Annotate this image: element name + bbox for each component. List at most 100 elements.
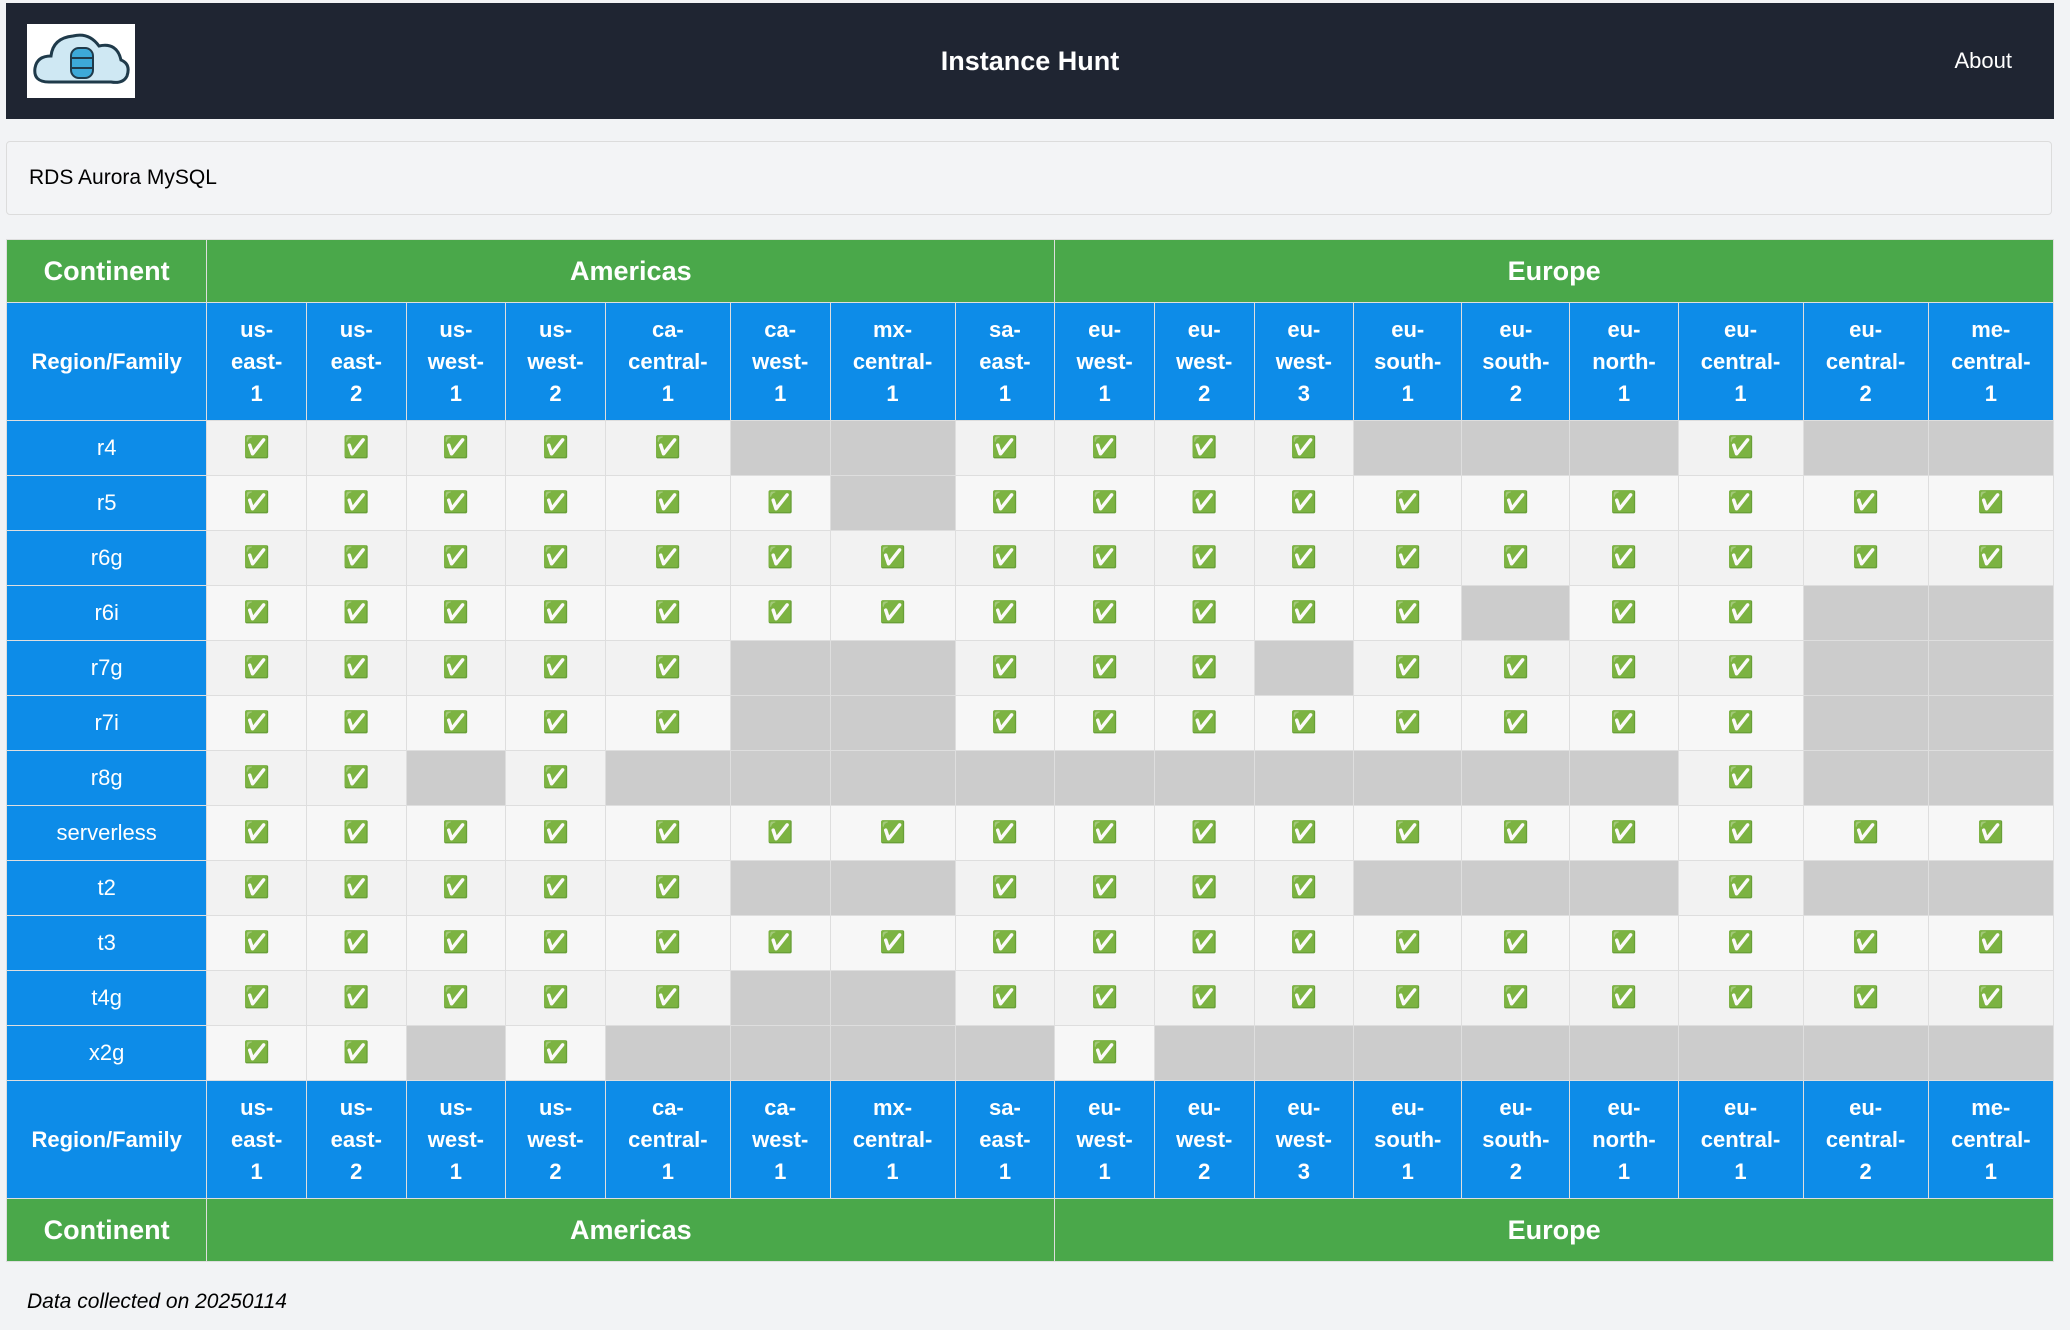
availability-cell: ✅ (954, 915, 1056, 971)
availability-cell: ✅ (206, 805, 307, 861)
check-icon: ✅ (1394, 656, 1421, 679)
check-icon: ✅ (767, 491, 794, 514)
availability-cell: ✅ (1153, 695, 1255, 751)
availability-cell: ✅ (1253, 915, 1355, 971)
check-icon: ✅ (243, 876, 270, 899)
family-row: x2g ✅ ✅ ✅ ✅ (5, 1025, 2055, 1081)
region-header: us-west-1 (405, 302, 507, 421)
region-header: eu-south-2 (1461, 1080, 1571, 1199)
availability-cell (1927, 640, 2055, 696)
availability-cell: ✅ (1677, 420, 1804, 476)
availability-cell: ✅ (206, 750, 307, 806)
availability-cell: ✅ (1569, 805, 1679, 861)
continent-header: Europe (1054, 239, 2054, 303)
check-icon: ✅ (1290, 546, 1317, 569)
check-icon: ✅ (1852, 821, 1879, 844)
family-row: r5 ✅ ✅ ✅ ✅ ✅ ✅ ✅ ✅ ✅ ✅ ✅ ✅ ✅ ✅ ✅ ✅ (5, 475, 2055, 531)
family-label: r7g (5, 640, 208, 696)
region-name: eu-central-1 (1700, 1094, 1781, 1184)
check-icon: ✅ (1191, 931, 1218, 954)
availability-cell: ✅ (305, 585, 407, 641)
check-icon: ✅ (542, 931, 569, 954)
availability-cell: ✅ (954, 475, 1056, 531)
availability-cell: ✅ (604, 420, 731, 476)
availability-cell: ✅ (505, 860, 606, 916)
check-icon: ✅ (1091, 656, 1118, 679)
availability-cell: ✅ (1677, 915, 1804, 971)
about-link[interactable]: About (1954, 48, 2013, 73)
family-row: r6g ✅ ✅ ✅ ✅ ✅ ✅ ✅ ✅ ✅ ✅ ✅ ✅ ✅ ✅ ✅ ✅ ✅ (5, 530, 2055, 586)
availability-cell (1927, 585, 2055, 641)
check-icon: ✅ (442, 546, 469, 569)
region-row: Region/Family us-east-1 us-east-2 us-west-1… (5, 1080, 2055, 1199)
availability-cell: ✅ (604, 640, 731, 696)
region-header: eu-central-2 (1802, 302, 1929, 421)
availability-cell: ✅ (1153, 585, 1255, 641)
availability-cell (1461, 860, 1571, 916)
family-label: r6g (5, 530, 208, 586)
check-icon: ✅ (654, 711, 681, 734)
availability-cell: ✅ (954, 420, 1056, 476)
availability-cell (1353, 1025, 1463, 1081)
availability-cell (729, 750, 831, 806)
check-icon: ✅ (542, 986, 569, 1009)
family-row: r7g ✅ ✅ ✅ ✅ ✅ ✅ ✅ ✅ ✅ ✅ ✅ ✅ (5, 640, 2055, 696)
availability-cell: ✅ (954, 695, 1056, 751)
availability-cell: ✅ (729, 585, 831, 641)
check-icon: ✅ (1727, 876, 1754, 899)
check-icon: ✅ (343, 711, 370, 734)
region-header: ca-west-1 (729, 302, 831, 421)
availability-cell: ✅ (604, 475, 731, 531)
availability-cell: ✅ (1353, 915, 1463, 971)
family-label: r8g (5, 750, 208, 806)
check-icon: ✅ (1091, 1041, 1118, 1064)
region-header: us-west-1 (405, 1080, 507, 1199)
region-name: eu-west-3 (1275, 316, 1332, 406)
availability-cell: ✅ (1353, 695, 1463, 751)
availability-cell: ✅ (1054, 860, 1155, 916)
availability-cell: ✅ (1353, 970, 1463, 1026)
availability-cell: ✅ (954, 640, 1056, 696)
availability-cell: ✅ (1054, 695, 1155, 751)
region-name: eu-central-2 (1825, 1094, 1906, 1184)
check-icon: ✅ (243, 1041, 270, 1064)
availability-cell: ✅ (729, 915, 831, 971)
availability-cell: ✅ (829, 530, 956, 586)
availability-cell (1253, 750, 1355, 806)
check-icon: ✅ (1727, 491, 1754, 514)
availability-cell: ✅ (305, 475, 407, 531)
check-icon: ✅ (1191, 436, 1218, 459)
availability-cell: ✅ (1253, 585, 1355, 641)
region-header: mx-central-1 (829, 302, 956, 421)
region-name: mx-central-1 (852, 316, 933, 406)
check-icon: ✅ (767, 931, 794, 954)
check-icon: ✅ (542, 1041, 569, 1064)
check-icon: ✅ (654, 931, 681, 954)
family-row: r4 ✅ ✅ ✅ ✅ ✅ ✅ ✅ ✅ ✅ ✅ (5, 420, 2055, 476)
availability-cell (1461, 420, 1571, 476)
check-icon: ✅ (654, 876, 681, 899)
availability-cell: ✅ (1927, 530, 2055, 586)
check-icon: ✅ (542, 491, 569, 514)
availability-cell: ✅ (405, 420, 507, 476)
availability-cell: ✅ (206, 640, 307, 696)
check-icon: ✅ (1727, 436, 1754, 459)
availability-cell: ✅ (405, 530, 507, 586)
availability-cell: ✅ (505, 640, 606, 696)
check-icon: ✅ (243, 986, 270, 1009)
availability-cell: ✅ (1677, 530, 1804, 586)
check-icon: ✅ (243, 546, 270, 569)
region-name: us-west-2 (527, 316, 584, 406)
availability-cell: ✅ (505, 750, 606, 806)
check-icon: ✅ (1394, 821, 1421, 844)
availability-cell: ✅ (1927, 805, 2055, 861)
availability-cell: ✅ (1461, 640, 1571, 696)
region-header: me-central-1 (1927, 1080, 2055, 1199)
region-header: us-east-1 (206, 302, 307, 421)
availability-cell: ✅ (1802, 915, 1929, 971)
availability-cell (1569, 750, 1679, 806)
check-icon: ✅ (1727, 601, 1754, 624)
availability-cell (954, 750, 1056, 806)
region-label: Region/Family (5, 302, 208, 421)
